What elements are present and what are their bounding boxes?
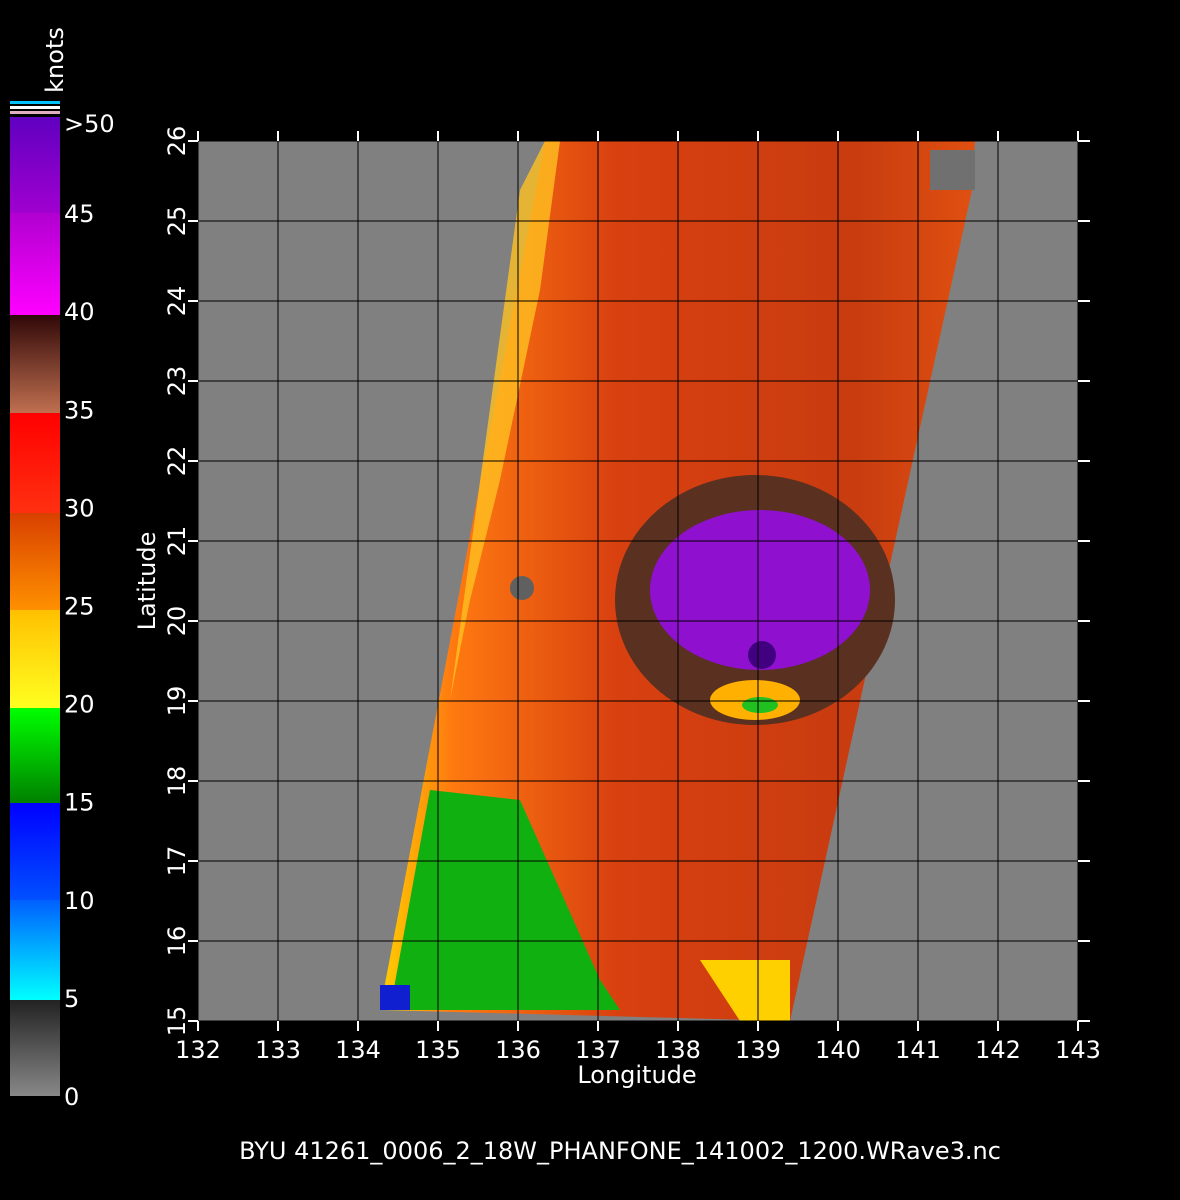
x-tick-label: 139: [735, 1036, 781, 1064]
x-tick-label: 133: [255, 1036, 301, 1064]
y-tick-label: 16: [163, 926, 191, 957]
y-tick-label: 26: [163, 126, 191, 157]
x-tick-label: 141: [895, 1036, 941, 1064]
x-axis-label: Longitude: [577, 1061, 696, 1089]
rain-flag: [510, 576, 534, 600]
wind-region: [380, 985, 410, 1010]
y-tick-label: 24: [163, 286, 191, 317]
y-tick-label: 15: [163, 1006, 191, 1037]
rain-flag: [930, 150, 975, 190]
color-swatch: [10, 513, 60, 610]
color-swatch: [10, 1000, 60, 1096]
y-tick-label: 19: [163, 686, 191, 717]
x-tick-label: 134: [335, 1036, 381, 1064]
color-swatch: [10, 803, 60, 900]
color-swatch: [10, 213, 60, 315]
eyewall-core: [650, 510, 870, 670]
wind-region: [700, 960, 790, 1021]
colorbar-tick-label: 0: [64, 1083, 79, 1111]
color-swatch: [10, 117, 60, 213]
y-tick-label: 18: [163, 766, 191, 797]
color-swatch: [10, 708, 60, 803]
y-tick-label: 22: [163, 446, 191, 477]
colorbar-tick-label: 30: [64, 494, 95, 522]
y-axis-label: Latitude: [133, 532, 161, 631]
y-tick-label: 17: [163, 846, 191, 877]
x-tick-label: 137: [575, 1036, 621, 1064]
x-tick-label: 135: [415, 1036, 461, 1064]
colorbar-tick-label: 45: [64, 200, 95, 228]
x-tick-label: 140: [815, 1036, 861, 1064]
y-tick-label: 21: [163, 526, 191, 557]
colorbar-tick-label: 5: [64, 985, 79, 1013]
color-swatch: [10, 101, 60, 104]
colorbar-tick-label: 40: [64, 298, 95, 326]
color-swatch: [10, 315, 60, 413]
wind-region: [450, 141, 560, 700]
eye: [748, 641, 776, 669]
x-tick-label: 142: [975, 1036, 1021, 1064]
y-tick-label: 20: [163, 606, 191, 637]
colorbar: knots >50: [10, 27, 115, 1096]
colorbar-tick-label: 35: [64, 396, 95, 424]
x-tick-label: 143: [1055, 1036, 1101, 1064]
colorbar-tick-label: 10: [64, 887, 95, 915]
colorbar-tick-label: 15: [64, 789, 95, 817]
color-swatch: [10, 111, 60, 114]
colorbar-tick-label: 25: [64, 593, 95, 621]
x-tick-label: 136: [495, 1036, 541, 1064]
y-tick-label: 25: [163, 206, 191, 237]
color-swatch: [10, 106, 60, 109]
map-frame: [197, 140, 1079, 1022]
color-swatch: [10, 900, 60, 1000]
colorbar-unit: knots: [41, 27, 69, 93]
x-tick-label: 138: [655, 1036, 701, 1064]
eye-south: [742, 697, 778, 713]
y-tick-label: 23: [163, 366, 191, 397]
colorbar-top-label: >50: [64, 110, 115, 138]
color-swatch: [10, 413, 60, 513]
colorbar-tick-label: 20: [64, 691, 95, 719]
x-tick-label: 132: [175, 1036, 221, 1064]
wind-region: [390, 790, 620, 1010]
footer: BYU 41261_0006_2_18W_PHANFONE_141002_120…: [239, 1137, 1001, 1165]
color-swatch: [10, 610, 60, 708]
